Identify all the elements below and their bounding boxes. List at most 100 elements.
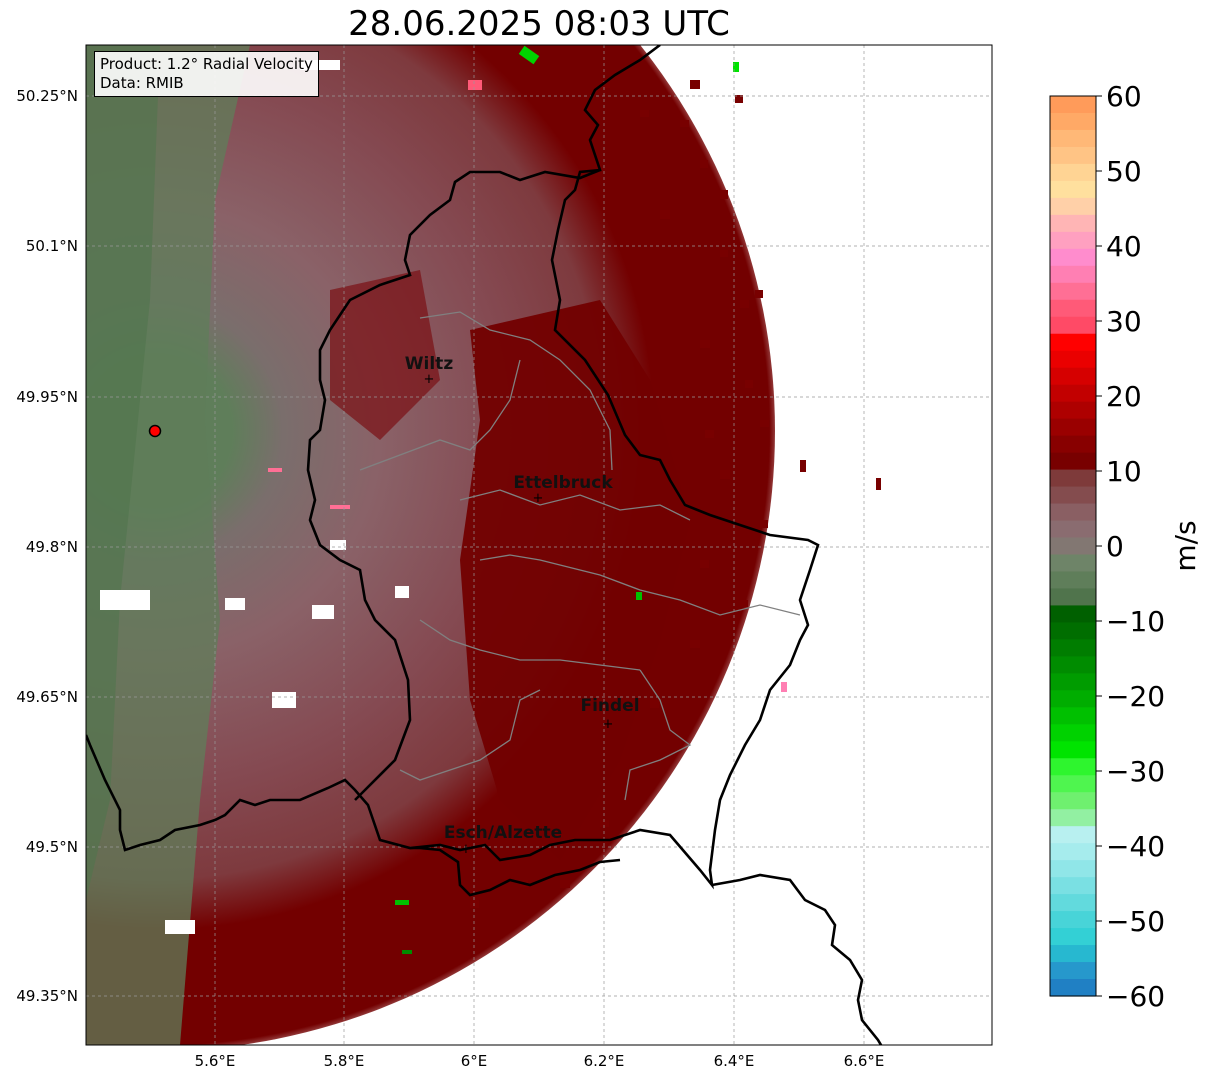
colorbar-swatch [1050,367,1096,386]
national-border [86,45,883,1045]
colorbar-tick-label: −60 [1106,980,1165,1013]
colorbar-swatch [1050,588,1096,607]
colorbar-tick-label: 60 [1106,80,1142,113]
colorbar-tick-label: 10 [1106,455,1142,488]
graticule [86,45,992,1045]
colorbar-swatch [1050,928,1096,946]
plot-frame [85,44,993,1046]
colorbar-swatch [1050,809,1096,827]
colorbar-swatch [1050,146,1096,165]
colorbar-swatch [1050,826,1096,844]
colorbar-swatch [1050,979,1096,997]
lon-tick-label: 6.6°E [844,1052,885,1070]
minor-speckles [268,45,787,954]
colorbar-tick-label: 40 [1106,230,1142,263]
colorbar-swatch [1050,656,1096,674]
colorbar-swatch [1050,350,1096,369]
colorbar-swatch [1050,163,1096,182]
lon-tick-label: 5.6°E [195,1052,236,1070]
colorbar-swatch [1050,384,1096,403]
colorbar-swatch [1050,775,1096,793]
colorbar-swatch [1050,282,1096,301]
colorbar-swatch [1050,792,1096,810]
map-title: 28.06.2025 08:03 UTC [348,4,730,44]
colorbar-ticks: 60 50 40 30 20 10 0 −10 −20 −30 −40 −50 −60 [1096,80,1165,1013]
colorbar-swatch [1050,707,1096,725]
product-info-box: Product: 1.2° Radial Velocity Data: RMIB [94,51,319,97]
colorbar-swatch [1050,231,1096,250]
canton-boundaries [359,311,801,801]
colorbar-swatch [1050,758,1096,776]
colorbar-swatch [1050,622,1096,640]
colorbar-swatch [1050,316,1096,335]
city-label-esch: Esch/Alzette [444,823,562,843]
colorbar-swatch [1050,435,1096,454]
colorbar-swatch [1050,265,1096,284]
colorbar-swatch [1050,486,1096,505]
lat-tick-label: 49.95°N [16,388,78,406]
colorbar: 60 50 40 30 20 10 0 −10 −20 −30 −40 −50 −60 m/s [1049,80,1202,1013]
colorbar-tick-label: −10 [1106,605,1165,638]
radar-site-marker [148,424,162,438]
colorbar-swatch [1050,503,1096,522]
colorbar-tick-label: 50 [1106,155,1142,188]
city-wiltz: Wiltz + [405,354,454,387]
radar-coverage [86,45,775,1045]
colorbar-swatch [1050,554,1096,573]
lat-tick-label: 49.5°N [26,838,78,856]
colorbar-swatch [1050,911,1096,929]
colorbar-swatch [1050,452,1096,471]
colorbar-swatch [1050,96,1096,114]
colorbar-swatch [1050,333,1096,352]
lat-tick-label: 49.35°N [16,987,78,1005]
lon-tick-label: 6.4°E [714,1052,755,1070]
lon-tick-label: 6°E [461,1052,488,1070]
colorbar-tick-label: −20 [1106,680,1165,713]
colorbar-unit-label: m/s [1169,520,1202,571]
city-cross-icon: + [461,842,472,857]
colorbar-swatch [1050,571,1096,590]
lat-tick-label: 49.65°N [16,688,78,706]
data-source-label: Data: RMIB [100,74,184,92]
colorbar-swatch [1050,639,1096,657]
city-markers: Wiltz + Ettelbruck + Findel + Esch/Alzet… [405,354,640,857]
colorbar-swatch [1050,673,1096,691]
colorbar-swatch [1050,690,1096,708]
colorbar-swatch [1050,945,1096,963]
colorbar-swatch [1050,605,1096,624]
colorbar-swatch [1050,299,1096,318]
colorbar-swatch [1050,248,1096,267]
city-label-wiltz: Wiltz [405,354,454,374]
no-data-gaps [100,60,409,934]
colorbar-swatch [1050,469,1096,488]
colorbar-swatch [1050,520,1096,539]
colorbar-swatch [1050,724,1096,742]
colorbar-swatch [1050,860,1096,878]
product-label: Product: 1.2° Radial Velocity [100,55,313,73]
colorbar-swatch [1050,197,1096,216]
speckle-cells [470,80,881,908]
city-cross-icon: + [424,372,435,387]
lat-tick-label: 50.1°N [26,237,78,255]
lat-tick-label: 50.25°N [16,87,78,105]
colorbar-tick-label: 30 [1106,305,1142,338]
city-cross-icon: + [603,717,614,732]
colorbar-swatch [1050,537,1096,556]
colorbar-swatch [1050,894,1096,912]
city-esch: Esch/Alzette + [444,823,562,857]
city-cross-icon: + [533,491,544,506]
colorbar-swatch [1050,129,1096,148]
colorbar-swatch [1050,180,1096,199]
colorbar-swatch [1050,112,1096,131]
colorbar-tick-label: −30 [1106,755,1165,788]
lat-axis: 50.25°N 50.1°N 49.95°N 49.8°N 49.65°N 49… [16,87,78,1005]
colorbar-tick-label: −40 [1106,830,1165,863]
lat-tick-label: 49.8°N [26,538,78,556]
colorbar-tick-label: −50 [1106,905,1165,938]
colorbar-swatch [1050,877,1096,895]
city-findel: Findel + [580,696,639,732]
colorbar-swatch [1050,418,1096,437]
colorbar-swatch [1050,214,1096,233]
city-label-findel: Findel [580,696,639,716]
